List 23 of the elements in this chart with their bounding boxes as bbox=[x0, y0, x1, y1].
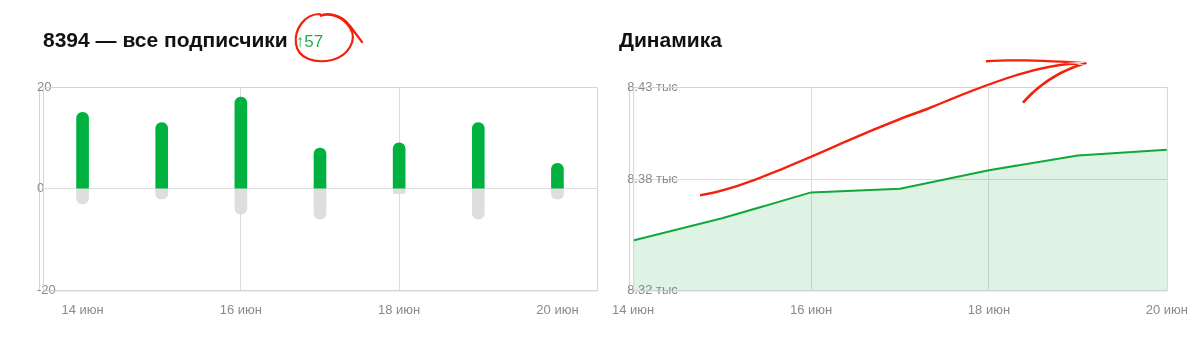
bar bbox=[313, 188, 327, 220]
x-tick-label: 14 июн bbox=[61, 301, 104, 317]
x-tick-label: 18 июн bbox=[967, 301, 1011, 317]
bar bbox=[471, 122, 485, 189]
chart-title: 8394 — все подписчики bbox=[43, 28, 288, 51]
x-tick-label: 16 июн bbox=[789, 301, 833, 317]
y-tick-label: 8.32 тыс bbox=[627, 281, 679, 297]
x-tick-label: 16 июн bbox=[219, 301, 262, 317]
bar bbox=[155, 122, 169, 189]
y-tick-label: -20 bbox=[37, 281, 56, 297]
bar bbox=[313, 147, 327, 189]
x-tick-label: 20 июн bbox=[536, 301, 579, 317]
bar bbox=[471, 188, 485, 220]
bar bbox=[76, 112, 89, 189]
chart-subtitle: ↑57 bbox=[295, 32, 324, 51]
x-tick-label: 14 июн bbox=[612, 301, 655, 317]
x-tick-label: 20 июн bbox=[1145, 301, 1188, 317]
bar bbox=[234, 96, 248, 189]
bar bbox=[551, 162, 564, 189]
y-tick-label: 8.38 тыс bbox=[627, 171, 679, 187]
bar bbox=[392, 142, 406, 189]
x-tick-label: 18 июн bbox=[378, 301, 421, 317]
chart-title: Динамика bbox=[619, 28, 722, 52]
